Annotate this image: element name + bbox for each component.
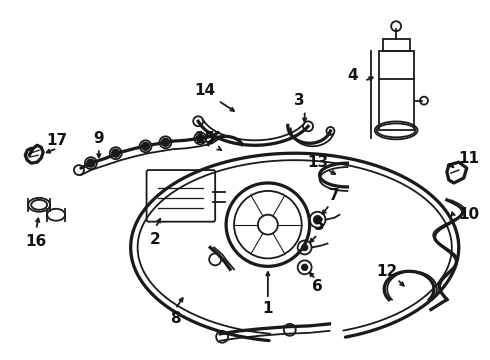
Text: 5: 5: [314, 218, 325, 233]
Text: 9: 9: [94, 131, 104, 146]
Text: 7: 7: [329, 188, 340, 203]
Circle shape: [162, 138, 170, 146]
Text: 2: 2: [150, 232, 161, 247]
Circle shape: [142, 142, 149, 150]
Text: 1: 1: [263, 301, 273, 316]
Text: 11: 11: [458, 151, 479, 166]
Circle shape: [196, 134, 204, 142]
Circle shape: [314, 216, 321, 224]
Circle shape: [302, 264, 308, 270]
Text: 15: 15: [195, 131, 216, 146]
Bar: [379, 51, 414, 130]
Text: 3: 3: [294, 93, 305, 108]
Text: 4: 4: [347, 68, 358, 83]
Text: 13: 13: [307, 155, 328, 170]
Text: 10: 10: [458, 207, 479, 222]
Bar: [383, 39, 410, 51]
Text: 17: 17: [47, 133, 68, 148]
Text: 14: 14: [195, 83, 216, 98]
Circle shape: [87, 159, 95, 167]
Circle shape: [302, 244, 308, 251]
Text: 6: 6: [312, 279, 323, 294]
Text: 12: 12: [376, 264, 398, 279]
Text: 16: 16: [25, 234, 47, 249]
Circle shape: [112, 149, 120, 157]
Text: 8: 8: [170, 311, 181, 327]
